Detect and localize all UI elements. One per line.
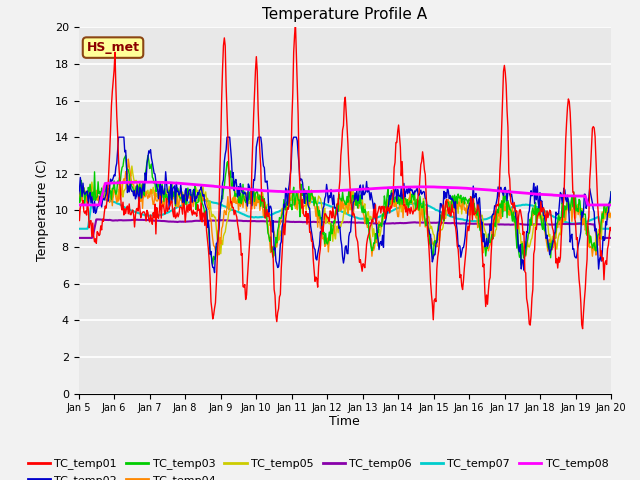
TC_temp02 <box>213 240 221 246</box>
TC_temp07 <box>95 196 103 202</box>
TC_temp05 <box>217 251 225 256</box>
TC_temp01 <box>431 296 439 301</box>
TC_temp07 <box>389 207 397 213</box>
TC_temp05 <box>390 198 398 204</box>
TC_temp05 <box>607 210 615 216</box>
TC_temp02 <box>115 134 122 140</box>
TC_temp01 <box>579 326 586 332</box>
TC_temp05 <box>75 186 83 192</box>
TC_temp03 <box>431 238 439 243</box>
TC_temp02 <box>75 192 83 197</box>
TC_temp01 <box>75 206 83 212</box>
Line: TC_temp06: TC_temp06 <box>79 219 611 238</box>
TC_temp06 <box>477 221 484 227</box>
TC_temp04 <box>213 253 221 259</box>
TC_temp04 <box>212 250 220 255</box>
TC_temp02 <box>432 241 440 247</box>
TC_temp03 <box>477 228 484 234</box>
TC_temp04 <box>75 189 83 195</box>
TC_temp08 <box>389 185 397 191</box>
X-axis label: Time: Time <box>330 415 360 428</box>
TC_temp08 <box>170 180 177 186</box>
TC_temp07 <box>75 226 83 232</box>
TC_temp06 <box>93 216 101 222</box>
TC_temp07 <box>477 218 484 224</box>
TC_temp02 <box>317 230 325 236</box>
TC_temp06 <box>317 219 324 225</box>
TC_temp08 <box>431 184 439 190</box>
TC_temp03 <box>607 189 615 194</box>
TC_temp06 <box>212 218 220 224</box>
TC_temp01 <box>317 246 324 252</box>
TC_temp02 <box>477 221 485 227</box>
TC_temp05 <box>432 239 440 245</box>
Line: TC_temp08: TC_temp08 <box>79 182 611 205</box>
TC_temp05 <box>170 189 177 194</box>
TC_temp07 <box>607 226 615 232</box>
TC_temp07 <box>431 206 439 212</box>
TC_temp08 <box>317 188 324 194</box>
TC_temp04 <box>477 234 485 240</box>
TC_temp05 <box>128 163 136 169</box>
TC_temp03 <box>212 244 220 250</box>
TC_temp02 <box>211 270 218 276</box>
TC_temp04 <box>170 193 177 199</box>
TC_temp03 <box>389 197 397 203</box>
TC_temp07 <box>212 200 220 206</box>
TC_temp06 <box>170 219 177 225</box>
TC_temp05 <box>477 213 485 218</box>
TC_temp02 <box>607 189 615 195</box>
Line: TC_temp02: TC_temp02 <box>79 137 611 273</box>
Line: TC_temp07: TC_temp07 <box>79 199 611 229</box>
Y-axis label: Temperature (C): Temperature (C) <box>36 159 49 262</box>
TC_temp01 <box>212 300 220 306</box>
Line: TC_temp04: TC_temp04 <box>79 159 611 256</box>
TC_temp05 <box>317 200 325 205</box>
TC_temp04 <box>390 204 398 209</box>
Legend: TC_temp01, TC_temp02, TC_temp03, TC_temp04, TC_temp05, TC_temp06, TC_temp07, TC_: TC_temp01, TC_temp02, TC_temp03, TC_temp… <box>24 454 613 480</box>
Text: HS_met: HS_met <box>86 41 140 54</box>
TC_temp01 <box>389 190 397 195</box>
TC_temp01 <box>477 222 484 228</box>
TC_temp01 <box>292 21 300 26</box>
TC_temp04 <box>125 156 132 162</box>
Line: TC_temp01: TC_temp01 <box>79 24 611 329</box>
TC_temp03 <box>317 216 324 222</box>
TC_temp04 <box>607 215 615 220</box>
TC_temp01 <box>607 228 615 233</box>
TC_temp08 <box>212 184 220 190</box>
Title: Temperature Profile A: Temperature Profile A <box>262 7 428 22</box>
TC_temp03 <box>75 191 83 197</box>
TC_temp03 <box>517 263 525 268</box>
TC_temp05 <box>212 226 220 232</box>
TC_temp08 <box>477 186 484 192</box>
TC_temp06 <box>607 235 615 241</box>
Line: TC_temp05: TC_temp05 <box>79 166 611 253</box>
TC_temp06 <box>431 220 439 226</box>
TC_temp04 <box>432 238 440 244</box>
TC_temp07 <box>170 206 177 212</box>
TC_temp03 <box>122 153 129 158</box>
Line: TC_temp03: TC_temp03 <box>79 156 611 265</box>
TC_temp08 <box>607 202 615 208</box>
TC_temp08 <box>75 202 83 208</box>
TC_temp08 <box>137 179 145 185</box>
TC_temp07 <box>317 200 324 206</box>
TC_temp06 <box>389 220 397 226</box>
TC_temp02 <box>390 191 398 196</box>
TC_temp02 <box>170 185 177 191</box>
TC_temp03 <box>170 190 177 195</box>
TC_temp06 <box>75 235 83 241</box>
TC_temp01 <box>169 209 177 215</box>
TC_temp04 <box>317 217 325 223</box>
